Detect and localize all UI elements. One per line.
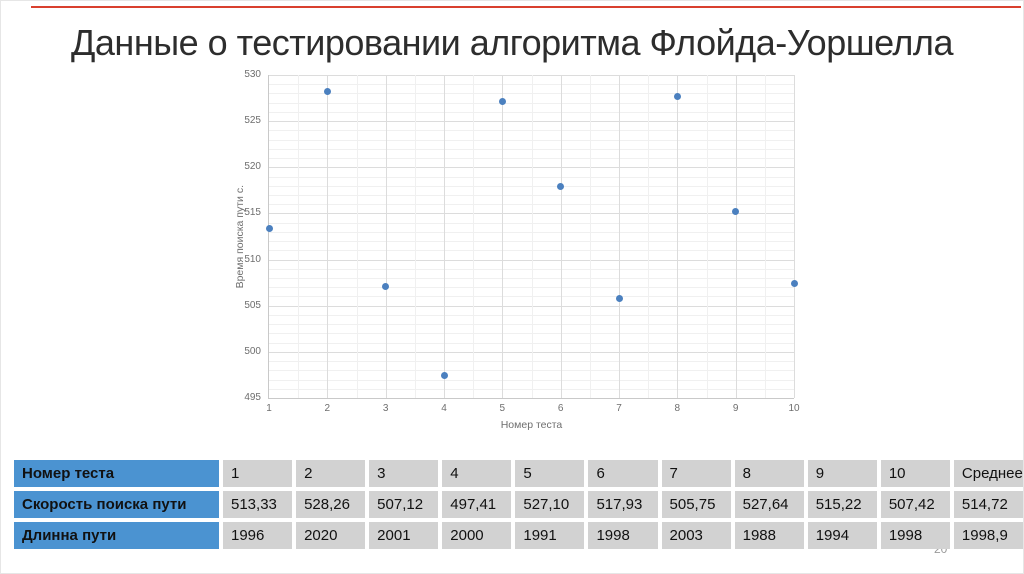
table-cell: 513,33 xyxy=(223,491,293,518)
table-cell: 1998 xyxy=(880,522,950,549)
x-tick-label: 6 xyxy=(557,403,564,414)
table-cell: 5 xyxy=(515,460,585,487)
y-tick-label: 495 xyxy=(244,392,261,403)
data-point xyxy=(673,93,681,101)
x-tick-label: 9 xyxy=(732,403,739,414)
v-gridline xyxy=(677,75,679,398)
v-gridline xyxy=(502,75,504,398)
data-point xyxy=(557,182,565,190)
table-cell: 6 xyxy=(588,460,658,487)
x-tick-label: 3 xyxy=(382,403,389,414)
table-cell: 517,93 xyxy=(588,491,658,518)
x-tick-label: 4 xyxy=(441,403,447,414)
y-tick-label: 520 xyxy=(244,161,261,173)
v-gridline xyxy=(735,75,737,398)
results-table: Номер теста 1 2 3 4 5 6 7 8 9 10 Среднее Скорость по… xyxy=(14,460,1023,549)
table-cell: 8 xyxy=(734,460,804,487)
table-cell: 2000 xyxy=(442,522,512,549)
table-cell: 1994 xyxy=(807,522,877,549)
row-header-cell: Номер теста xyxy=(14,460,219,487)
y-tick-label: 500 xyxy=(244,345,261,357)
y-tick-label: 505 xyxy=(244,299,261,311)
v-gridline xyxy=(531,75,533,398)
v-gridline xyxy=(385,75,387,398)
y-tick-label: 515 xyxy=(244,207,261,219)
table-cell: 1 xyxy=(223,460,293,487)
table-cell: 1998 xyxy=(588,522,658,549)
y-tick-label: 510 xyxy=(244,253,261,265)
table-cell: 1991 xyxy=(515,522,585,549)
table-cell: 3 xyxy=(369,460,439,487)
table-cell: 2003 xyxy=(661,522,731,549)
table-cell: 528,26 xyxy=(296,491,366,518)
table-cell: 2001 xyxy=(369,522,439,549)
table-cell: 505,75 xyxy=(661,491,731,518)
accent-line xyxy=(31,6,1021,8)
row-header-cell: Длинна пути xyxy=(14,522,219,549)
table-cell: 507,42 xyxy=(880,491,950,518)
x-tick-label: 8 xyxy=(674,403,681,414)
page-title: Данные о тестировании алгоритма Флойда-У… xyxy=(71,22,953,63)
scatter-plot: Время поиска пути с. Номер теста 495 500 5… xyxy=(234,69,800,431)
data-point xyxy=(615,295,623,303)
y-tick-label: 530 xyxy=(244,69,261,80)
table-cell: 1998,9 xyxy=(953,522,1023,549)
v-gridline xyxy=(298,75,300,398)
data-point xyxy=(790,279,798,287)
x-tick-label: 10 xyxy=(788,403,800,414)
table-cell: 4 xyxy=(442,460,512,487)
table-cell: 10 xyxy=(880,460,950,487)
x-axis-title: Номер теста xyxy=(500,419,563,431)
table-cell: 514,72 xyxy=(953,491,1023,518)
v-gridline xyxy=(327,75,329,398)
v-gridline xyxy=(764,75,766,398)
x-tick-label: 1 xyxy=(266,403,272,414)
table-cell: 497,41 xyxy=(442,491,512,518)
row-header-cell: Скорость поиска пути xyxy=(14,491,219,518)
v-gridline xyxy=(356,75,358,398)
table-cell: 527,10 xyxy=(515,491,585,518)
v-gridline xyxy=(560,75,562,398)
table-cell: 1988 xyxy=(734,522,804,549)
data-point xyxy=(382,282,390,290)
table-cell: 1996 xyxy=(223,522,293,549)
table-cell: Среднее xyxy=(953,460,1023,487)
data-point xyxy=(265,225,273,233)
v-gridline xyxy=(619,75,620,398)
table-cell: 515,22 xyxy=(807,491,877,518)
table-cell: 2020 xyxy=(296,522,366,549)
table-cell: 527,64 xyxy=(734,491,804,518)
data-point xyxy=(732,207,740,215)
x-tick-label: 2 xyxy=(324,403,331,414)
data-point xyxy=(498,98,506,106)
v-gridline xyxy=(444,75,445,398)
y-axis-title: Время поиска пути с. xyxy=(234,184,246,289)
v-gridline xyxy=(648,75,650,398)
data-point xyxy=(323,87,331,95)
x-tick-label: 5 xyxy=(499,403,506,414)
x-tick-label: 7 xyxy=(616,403,622,414)
table-cell: 507,12 xyxy=(369,491,439,518)
v-gridline xyxy=(473,75,475,398)
v-gridline xyxy=(414,75,416,398)
v-gridline xyxy=(794,75,795,398)
y-tick-label: 525 xyxy=(244,115,261,127)
v-gridline xyxy=(589,75,591,398)
table-cell: 9 xyxy=(807,460,877,487)
data-point xyxy=(440,372,448,380)
table-cell: 7 xyxy=(661,460,731,487)
table-cell: 2 xyxy=(296,460,366,487)
v-gridline xyxy=(706,75,708,398)
